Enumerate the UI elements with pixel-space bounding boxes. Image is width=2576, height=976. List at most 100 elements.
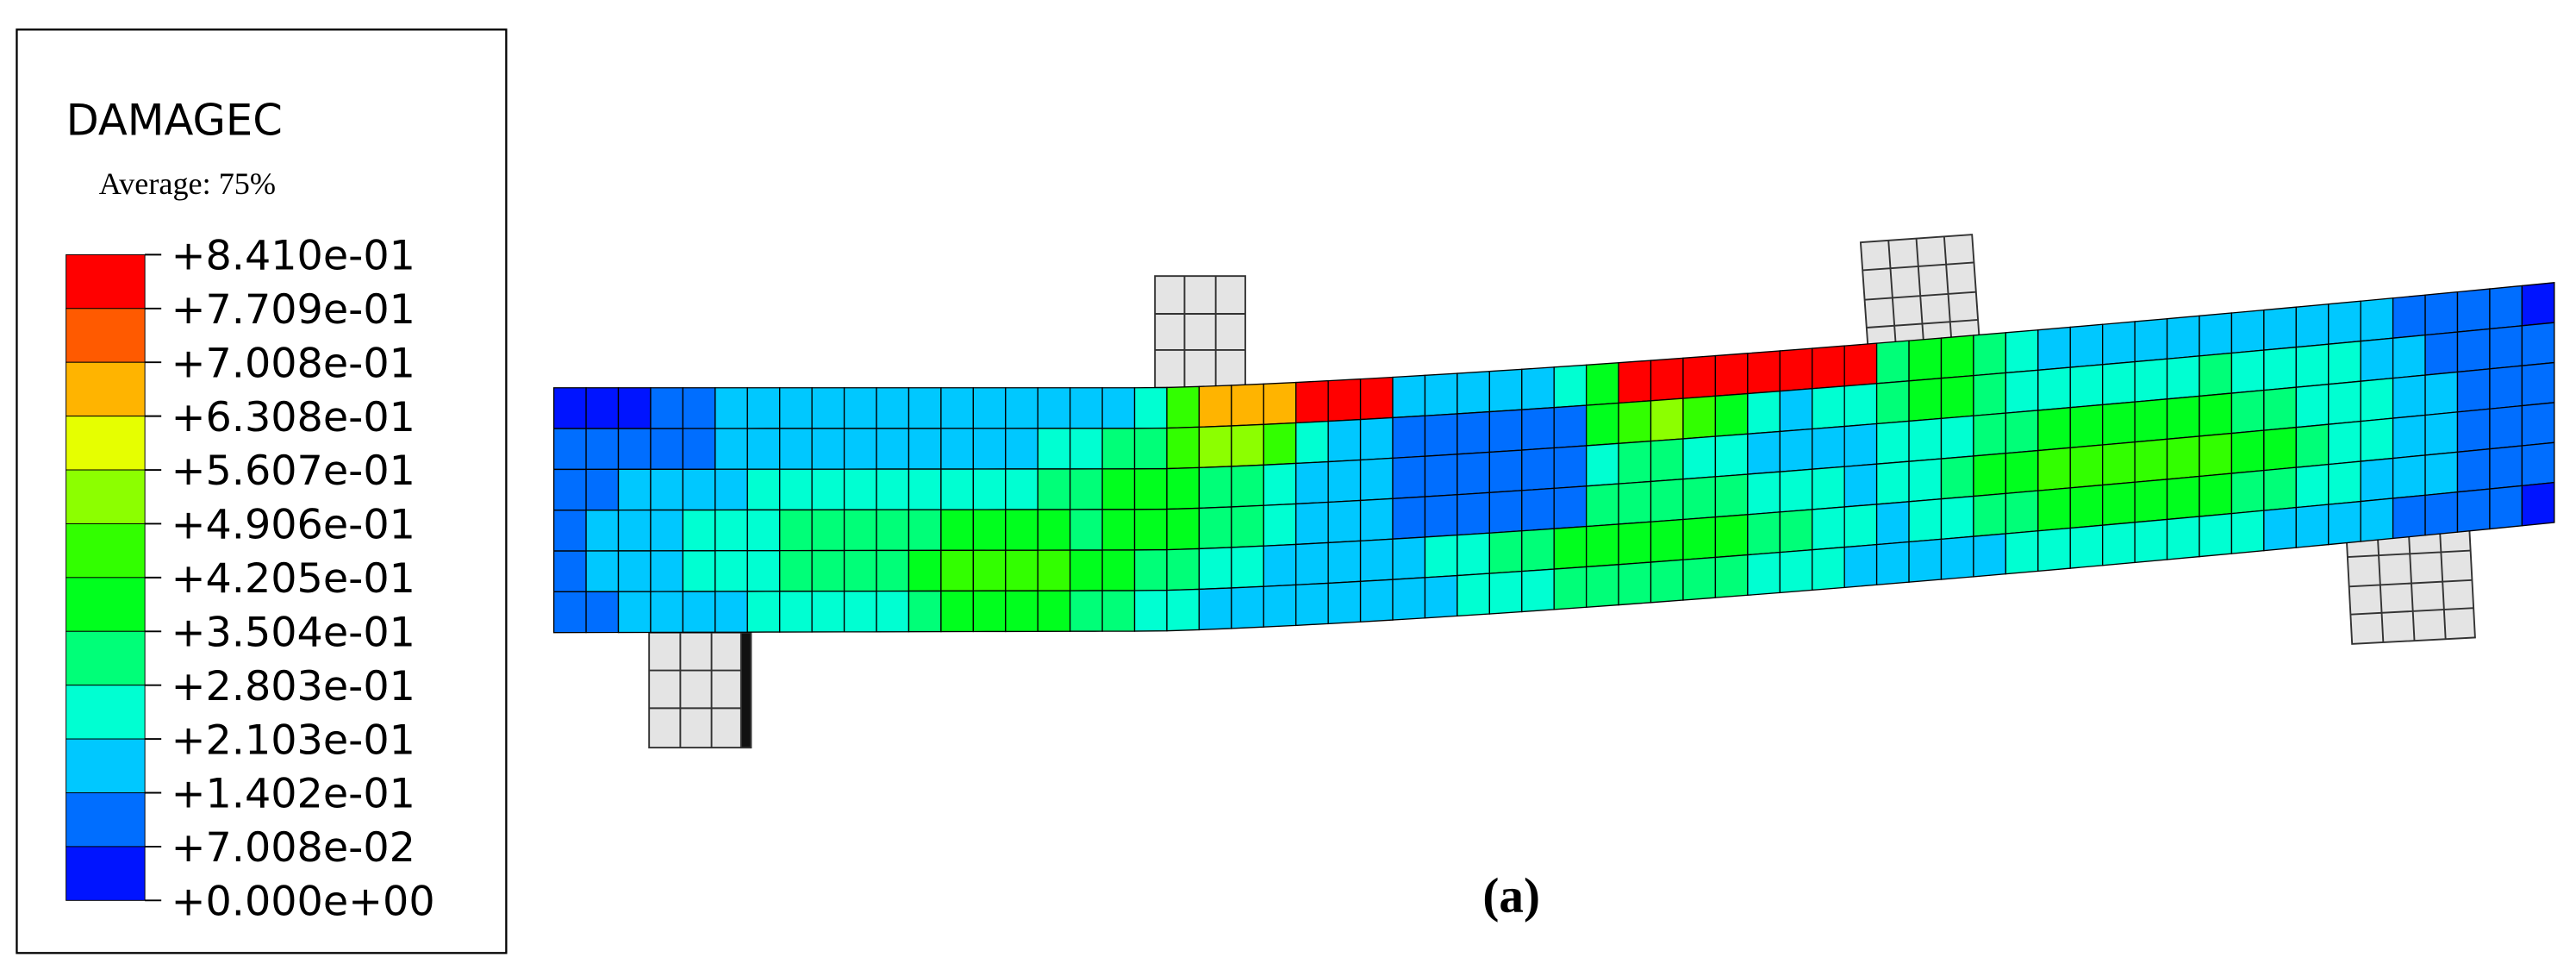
mesh-cell <box>940 590 975 633</box>
mesh-cell <box>1005 428 1039 470</box>
legend-label: +4.205e-01 <box>172 555 415 603</box>
mesh-cell <box>650 550 684 592</box>
mesh-cell <box>2328 420 2361 466</box>
mesh-cell <box>2134 438 2168 483</box>
mesh-cell <box>1618 440 1652 485</box>
legend-subtitle: Average: 75% <box>99 166 276 201</box>
mesh-cell <box>1908 458 1943 503</box>
mesh-cell <box>1263 422 1297 466</box>
legend-label: +1.402e-01 <box>172 771 415 818</box>
mesh-cell <box>1392 455 1426 500</box>
mesh-cell <box>1069 590 1103 632</box>
legend-scale: +8.410e-01 +7.709e-01 +7.008e-01 +6.308e-01… <box>65 233 435 925</box>
mesh-cell <box>1424 454 1458 497</box>
mesh-cell <box>779 387 813 429</box>
mesh-cell <box>2424 371 2459 416</box>
mesh-cell <box>972 590 1007 633</box>
mesh-cell <box>843 590 877 633</box>
mesh-cell <box>972 549 1007 592</box>
mesh-cell <box>2263 306 2297 351</box>
mesh-cell <box>2134 518 2168 564</box>
mesh-cell <box>714 591 748 633</box>
mesh-cell <box>843 509 877 552</box>
mesh-cell <box>552 591 587 634</box>
mesh-cell <box>2069 444 2104 489</box>
mesh-cell <box>1456 371 1491 415</box>
mesh-cell <box>908 468 942 510</box>
mesh-cell <box>1973 332 2007 377</box>
mesh-cell <box>2102 401 2136 446</box>
mesh-cell <box>2456 488 2491 533</box>
mesh-cell <box>1812 546 1845 591</box>
mesh-cell <box>650 387 684 429</box>
mesh-cell <box>876 509 910 552</box>
mesh-cell <box>1133 589 1168 632</box>
mesh-cell <box>2037 447 2071 491</box>
mesh-cell <box>2521 361 2555 407</box>
mesh-cell <box>2069 524 2104 569</box>
mesh-cell <box>1553 566 1587 610</box>
legend-band <box>65 577 146 632</box>
mesh-cell <box>714 509 748 552</box>
mesh-cell <box>2230 429 2265 474</box>
legend-band <box>65 630 146 686</box>
mesh-cell <box>940 468 975 510</box>
mesh-cell <box>2263 426 2297 472</box>
mesh-cell <box>1488 570 1523 615</box>
mesh-cell <box>2456 447 2491 493</box>
mesh-cell <box>1908 538 1943 583</box>
mesh-cell <box>1650 438 1684 483</box>
mesh-cell <box>2263 466 2297 511</box>
mesh-cell <box>2328 460 2361 505</box>
mesh-cell <box>617 591 652 634</box>
mesh-cell <box>1133 427 1168 470</box>
mesh-cell <box>908 387 942 429</box>
mesh-cell <box>1456 451 1491 496</box>
mesh-cell <box>1037 428 1071 470</box>
mesh-cell <box>2360 377 2394 422</box>
mesh-cell <box>1263 503 1297 547</box>
mesh-cell <box>2199 472 2233 517</box>
mesh-cell <box>2489 404 2523 450</box>
mesh-cell <box>2102 522 2136 566</box>
beam-mesh <box>552 282 2555 634</box>
mesh-cell <box>1521 366 1555 410</box>
mesh-cell <box>1424 534 1458 579</box>
mesh-cell <box>908 509 942 552</box>
mesh-cell <box>2134 317 2168 363</box>
legend-label: +3.504e-01 <box>172 609 415 656</box>
mesh-cell <box>2360 497 2394 542</box>
mesh-cell <box>2295 343 2330 388</box>
mesh-cell <box>843 468 877 510</box>
mesh-cell <box>2102 360 2136 406</box>
mesh-cell <box>1037 509 1071 551</box>
mesh-cell <box>1650 518 1684 563</box>
mesh-cell <box>2456 328 2491 373</box>
mesh-cell <box>1005 590 1039 633</box>
mesh-cell <box>1198 466 1232 510</box>
mesh-cell <box>2005 369 2039 414</box>
mesh-cell <box>1553 404 1587 449</box>
legend-label: +6.308e-01 <box>172 394 415 441</box>
mesh-cell <box>1747 350 1781 395</box>
mesh-cell <box>1133 548 1168 591</box>
mesh-cell <box>940 509 975 551</box>
mesh-cell <box>1585 564 1619 609</box>
mesh-cell <box>1714 433 1749 478</box>
mesh-cell <box>1327 580 1362 625</box>
mesh-cell <box>1779 347 1813 392</box>
mesh-cell <box>1005 549 1039 591</box>
mesh-cell <box>1940 415 1974 460</box>
legend-band <box>65 738 146 793</box>
mesh-cell <box>1875 460 1910 505</box>
legend-band <box>65 361 146 417</box>
mesh-cell <box>1650 357 1684 402</box>
mesh-cell <box>2521 402 2555 447</box>
mesh-cell <box>2199 352 2233 397</box>
mesh-cell <box>2005 410 2039 454</box>
mesh-cell <box>746 591 781 633</box>
legend-label: +2.803e-01 <box>172 663 415 710</box>
mesh-cell <box>972 468 1007 510</box>
mesh-cell <box>1456 410 1491 455</box>
mesh-cell <box>1424 372 1458 416</box>
